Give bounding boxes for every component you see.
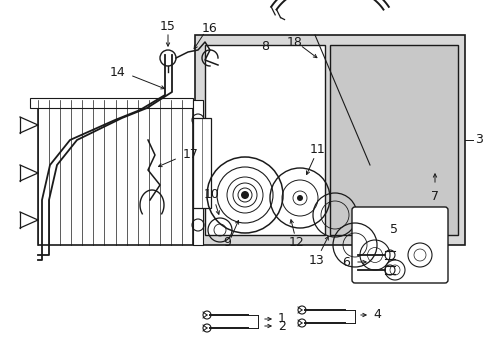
Text: 2: 2 xyxy=(278,320,285,333)
Text: 12: 12 xyxy=(288,237,304,249)
Text: 6: 6 xyxy=(342,256,349,269)
Text: 15: 15 xyxy=(160,21,176,33)
Bar xyxy=(30,98,193,108)
Text: 7: 7 xyxy=(430,190,438,203)
Bar xyxy=(195,35,464,245)
Text: 4: 4 xyxy=(372,309,380,321)
Text: 1: 1 xyxy=(278,312,285,325)
Text: 16: 16 xyxy=(202,22,218,35)
Text: 18: 18 xyxy=(286,36,303,49)
Text: 17: 17 xyxy=(183,148,199,162)
Circle shape xyxy=(296,195,303,201)
Text: 3: 3 xyxy=(474,134,482,147)
Text: 11: 11 xyxy=(309,144,325,157)
Bar xyxy=(193,100,203,245)
Circle shape xyxy=(241,191,248,199)
Bar xyxy=(38,100,193,245)
Text: 14: 14 xyxy=(109,66,125,78)
Text: 10: 10 xyxy=(203,189,220,202)
Text: 5: 5 xyxy=(389,224,397,237)
FancyBboxPatch shape xyxy=(351,207,447,283)
Text: 13: 13 xyxy=(308,253,324,266)
Text: 8: 8 xyxy=(261,40,268,54)
Bar xyxy=(193,118,210,208)
Bar xyxy=(204,45,325,235)
Bar xyxy=(329,45,457,235)
Text: 9: 9 xyxy=(223,237,230,249)
